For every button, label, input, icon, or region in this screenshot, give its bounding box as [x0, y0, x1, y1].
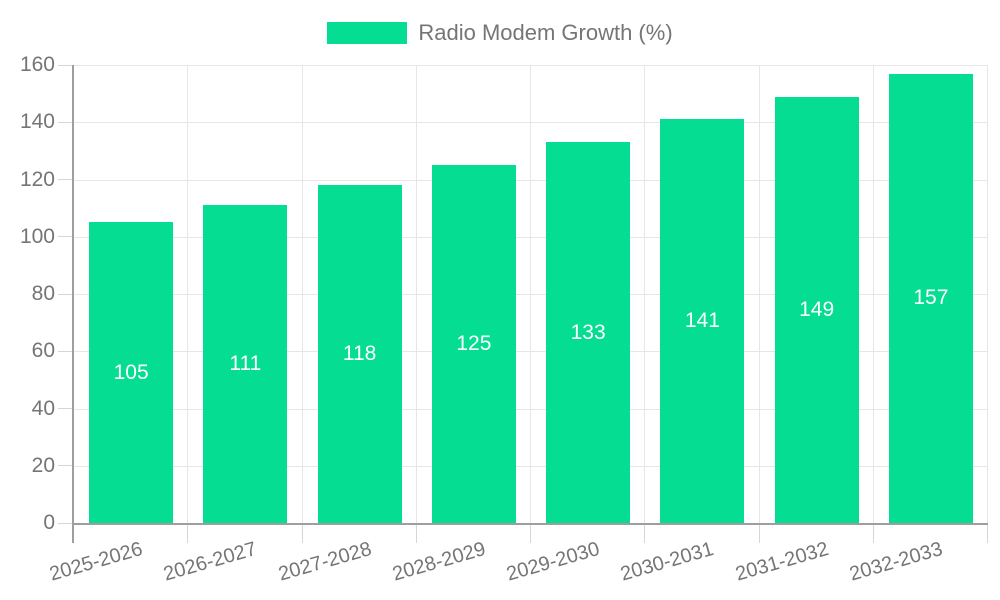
x-tick: [987, 525, 988, 543]
v-gridline: [644, 65, 646, 523]
x-tick: [415, 525, 417, 543]
bar[interactable]: 125: [431, 165, 516, 523]
y-tick: [58, 293, 74, 295]
y-axis-label: 0: [43, 511, 55, 534]
y-axis-label: 40: [31, 396, 55, 420]
v-gridline: [301, 65, 303, 523]
y-tick: [58, 408, 74, 409]
h-gridline: [74, 351, 988, 353]
y-axis-label: 100: [19, 224, 55, 248]
h-gridline: [74, 122, 988, 124]
y-tick: [58, 64, 74, 66]
h-gridline: [74, 294, 988, 295]
bar[interactable]: 157: [888, 73, 973, 523]
y-axis-label: 80: [31, 282, 55, 305]
h-gridline: [74, 65, 988, 66]
bar-value-label: 141: [684, 309, 720, 333]
v-gridline: [872, 65, 874, 523]
legend[interactable]: Radio Modem Growth (%): [0, 20, 1000, 46]
x-tick: [872, 525, 874, 543]
bar[interactable]: 133: [546, 142, 631, 523]
v-gridline: [187, 65, 189, 523]
y-axis-label: 20: [31, 453, 55, 477]
v-gridline: [758, 65, 760, 523]
v-gridline: [987, 65, 988, 523]
y-tick: [58, 350, 74, 352]
y-axis-label: 160: [19, 53, 55, 76]
bar-value-label: 118: [342, 342, 377, 366]
x-tick: [301, 525, 303, 543]
x-axis-line: [74, 523, 988, 525]
bar-value-label: 125: [456, 332, 492, 356]
y-tick: [58, 179, 74, 180]
legend-label: Radio Modem Growth (%): [418, 20, 673, 45]
y-axis-label: 60: [31, 339, 55, 363]
h-gridline: [74, 465, 988, 467]
h-gridline: [74, 236, 988, 238]
v-gridline: [530, 65, 531, 523]
y-tick: [58, 522, 74, 524]
bar[interactable]: 141: [660, 119, 745, 523]
x-tick: [644, 525, 646, 543]
v-gridline: [415, 65, 417, 523]
y-tick: [58, 236, 74, 238]
h-gridline: [74, 179, 988, 181]
bar-value-label: 149: [799, 297, 835, 321]
bar-value-label: 157: [913, 286, 949, 310]
y-tick: [58, 465, 74, 467]
y-axis-label: 120: [19, 167, 55, 191]
bar[interactable]: 149: [774, 96, 859, 523]
x-tick: [530, 525, 531, 543]
h-gridline: [74, 408, 988, 410]
x-tick: [187, 525, 189, 543]
bar-value-label: 111: [229, 352, 262, 376]
bar[interactable]: 111: [203, 205, 288, 523]
bar[interactable]: 105: [89, 222, 174, 523]
legend-swatch: [327, 22, 408, 44]
bar-value-label: 105: [113, 360, 149, 384]
y-axis-label: 140: [19, 110, 55, 134]
bar-value-label: 133: [570, 320, 606, 344]
plot-area: 105 111 118 125 133 141 149 157: [74, 65, 988, 523]
y-axis-line: [72, 65, 74, 543]
x-tick: [758, 525, 760, 543]
bar[interactable]: 118: [317, 185, 402, 523]
y-tick: [58, 121, 74, 123]
